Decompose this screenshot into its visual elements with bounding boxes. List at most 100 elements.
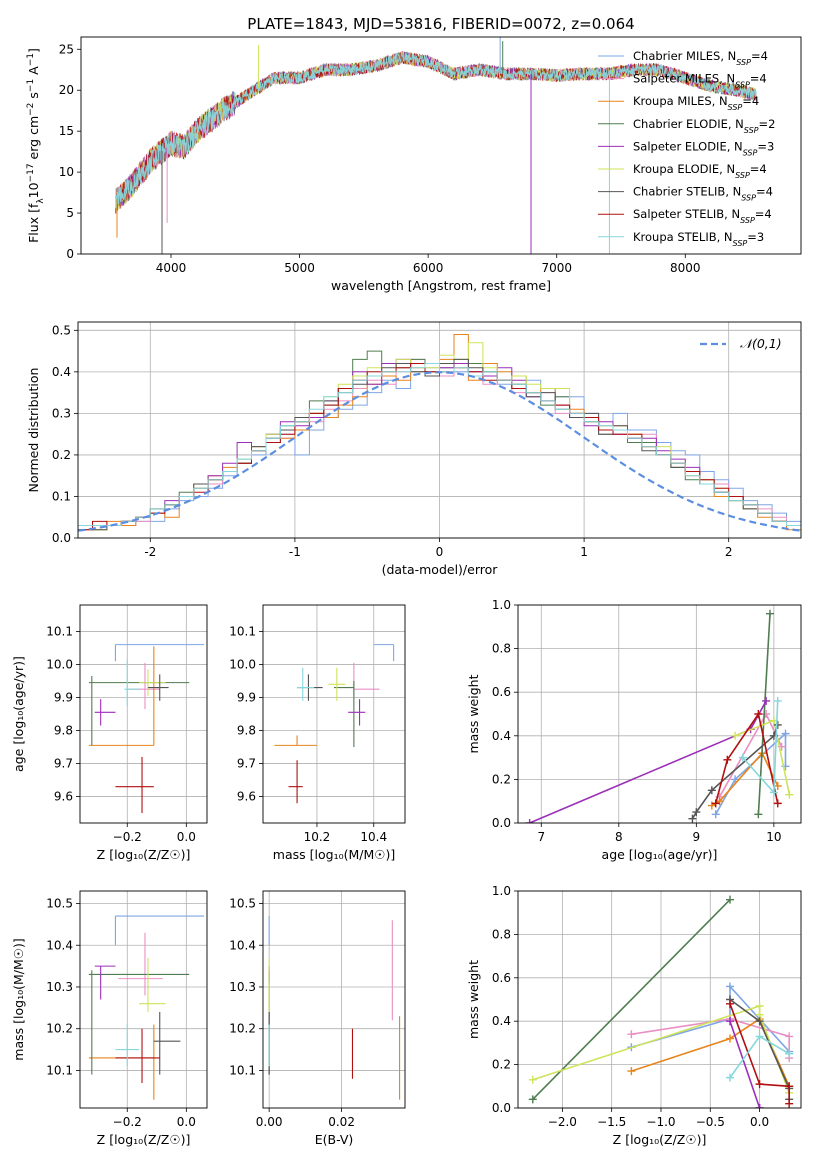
y-label-part: erg cm: [26, 116, 41, 164]
Z-age-x-label: Z [log₁₀(Z/Z☉)]: [97, 847, 191, 862]
weight-marker: [731, 731, 740, 740]
weight-marker: [785, 1082, 794, 1091]
y-tick-label: 0.8: [492, 642, 511, 656]
y-tick-label: 10.4: [46, 938, 73, 952]
legend-sub: SSP: [743, 148, 758, 157]
ebv-mass-errorbar-plot: 0.00 0.02 10.1 10.2 10.3 10.4 10.5 E(B-V): [229, 890, 406, 1147]
y-tick-label: 9.8: [237, 724, 256, 738]
weight-marker: [692, 808, 701, 817]
y-tick-label: 5: [66, 206, 74, 220]
weight-marker: [726, 982, 735, 991]
legend-value: =4: [750, 162, 767, 176]
y-tick-label: 10.1: [46, 624, 73, 638]
legend-value: =4: [742, 94, 759, 108]
weight-series-line: [631, 1018, 790, 1059]
y-tick-label: 0.6: [492, 685, 511, 699]
y-tick-label: 0.1: [52, 489, 71, 503]
legend-value: =4: [751, 49, 768, 63]
y-tick-label: 0.4: [492, 729, 511, 743]
legend-value: =2: [759, 117, 776, 131]
y-tick-label: 9.6: [237, 790, 256, 804]
legend-entry: Kroupa MILES, NSSP=4: [633, 94, 759, 112]
residuals-histogram: -2 -1 0 1 2 0.0 0.1 0.2 0.3 0.4 0.5 (data-model)/er…: [26, 321, 802, 577]
y-tick-label: 10.4: [229, 938, 256, 952]
y-tick-label: 0.5: [52, 323, 71, 337]
y-label-part: ]: [26, 48, 41, 53]
Z-age-y-label: age [log₁₀(age/yr)]: [11, 656, 26, 772]
axes-frame: [517, 604, 802, 824]
mass-age-errorbar-plot: 10.2 10.4 9.6 9.7 9.8 9.9 10.0 10.1 mass [log₁₀(…: [229, 604, 406, 862]
x-tick-label: 0.0: [750, 1115, 769, 1129]
y-tick-label: 0.2: [492, 1058, 511, 1072]
spectrum-y-label: Flux [fλ10−17 erg cm−2 s−1 A−1]: [26, 48, 46, 243]
weight-marker: [754, 810, 763, 819]
weight-marker: [781, 729, 790, 738]
y-tick-label: 10.0: [46, 657, 73, 671]
x-tick-label: −1.5: [597, 1115, 626, 1129]
z-mass-errorbar-plot: −0.2 0.0 10.1 10.2 10.3 10.4 10.5 Z [log₁₀(Z/Z☉…: [11, 890, 208, 1147]
y-tick-label: 10.2: [46, 1022, 73, 1036]
y-tick-label: 10.5: [46, 897, 73, 911]
weight-marker: [785, 1099, 794, 1108]
axes-frame: [517, 890, 802, 1109]
y-tick-label: 9.8: [54, 724, 73, 738]
x-tick-label: 7: [537, 830, 545, 844]
y-label-part: A: [26, 66, 41, 79]
mass-age-x-label: mass [log₁₀(M/M☉)]: [273, 847, 395, 862]
weight-marker: [769, 788, 778, 797]
weight-marker: [707, 786, 716, 795]
axes-frame: [80, 36, 802, 255]
weight-lines: [525, 609, 794, 823]
errorbar-points: [88, 915, 205, 1100]
x-tick-label: 6000: [413, 261, 444, 275]
axes-frame: [79, 890, 208, 1109]
legend-sub: SSP: [736, 58, 751, 67]
ebv-mass-x-label: E(B-V): [315, 1132, 354, 1147]
axes-frame: [262, 604, 406, 824]
age-weight-y-label: mass weight: [466, 674, 481, 753]
y-label-part: −1: [26, 79, 36, 92]
weight-marker: [762, 696, 771, 705]
weight-marker: [726, 895, 735, 904]
y-tick-label: 10.1: [46, 1063, 73, 1077]
y-tick-label: 0.2: [492, 772, 511, 786]
y-tick-label: 9.7: [237, 757, 256, 771]
y-tick-label: 0.0: [492, 816, 511, 830]
x-tick-label: −2.0: [548, 1115, 577, 1129]
z-weight-plot: −2.0 −1.5 −1.0 −0.5 0.0 0.0 0.2 0.4 0.6 0.8 1.0 Z […: [466, 884, 802, 1147]
y-tick-label: 0.0: [52, 531, 71, 545]
weight-series-line: [729, 1020, 761, 1108]
histogram-series: [78, 363, 801, 538]
weight-marker: [773, 696, 782, 705]
Z-weight-y-label: mass weight: [466, 960, 481, 1039]
errorbar-points: [88, 644, 205, 814]
weight-marker: [726, 1073, 735, 1082]
x-tick-label: 10: [766, 830, 781, 844]
legend-name: Salpeter MILES, N: [633, 72, 735, 86]
x-tick-label: 2: [725, 545, 733, 559]
weight-marker: [755, 1104, 764, 1108]
x-tick-label: -1: [289, 545, 301, 559]
y-label-part: −2: [26, 103, 36, 116]
y-tick-label: 20: [59, 83, 74, 97]
x-tick-label: −0.2: [113, 1115, 142, 1129]
y-tick-label: 9.9: [237, 690, 256, 704]
weight-marker: [627, 1067, 636, 1076]
residuals-y-label: Normed distribution: [26, 368, 41, 493]
weight-marker: [765, 609, 774, 618]
y-label-part: λ: [36, 198, 46, 204]
histogram-bars: [78, 334, 801, 538]
x-tick-label: 0: [436, 545, 444, 559]
x-tick-label: 0.00: [256, 1115, 283, 1129]
x-tick-label: 0.0: [177, 830, 196, 844]
weight-marker: [785, 790, 794, 799]
x-tick-label: 0.0: [177, 1115, 196, 1129]
errorbar-points: [268, 916, 401, 1100]
legend-entry: Salpeter ELODIE, NSSP=3: [633, 139, 774, 157]
spectrum-x-label: wavelength [Angstrom, rest frame]: [331, 278, 551, 293]
y-tick-label: 10: [59, 165, 74, 179]
legend-sub: SSP: [740, 216, 755, 225]
weight-marker: [726, 1034, 735, 1043]
weight-marker: [755, 1017, 764, 1026]
y-label-part: −1: [26, 53, 36, 66]
